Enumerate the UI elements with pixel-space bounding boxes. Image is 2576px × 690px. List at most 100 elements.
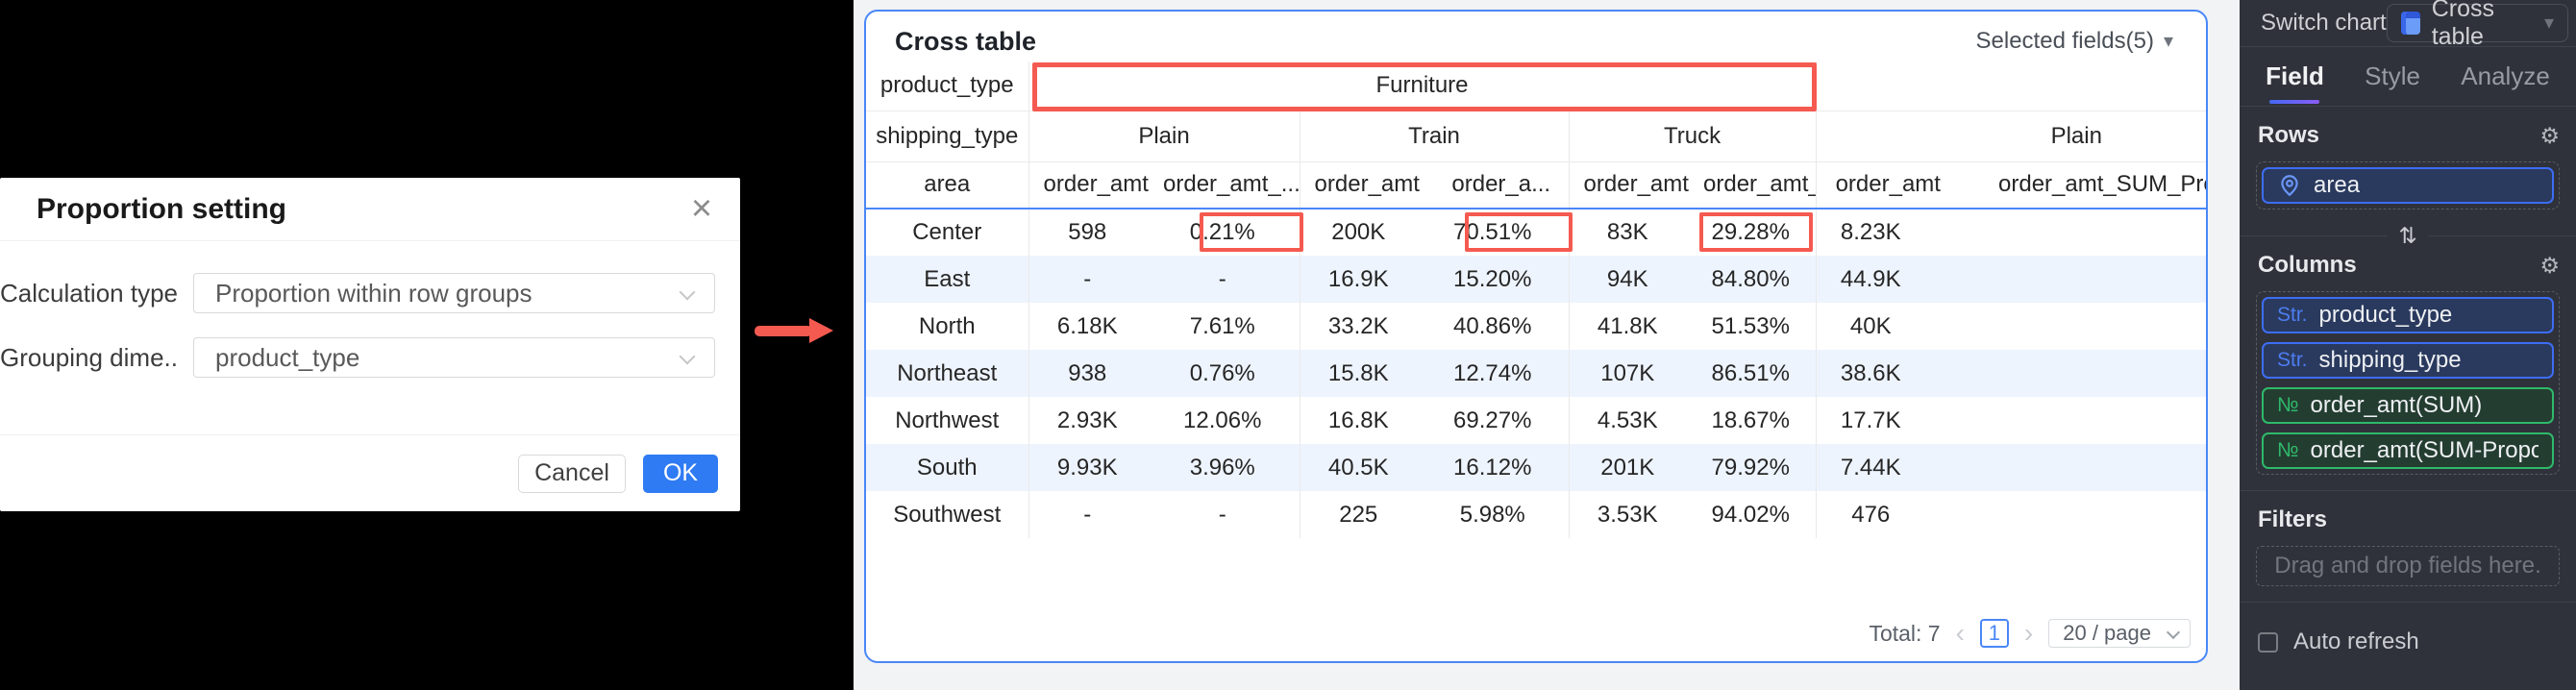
page-1-button[interactable]: 1 <box>1979 619 2009 648</box>
group-header-furniture: Furniture <box>1028 62 1817 111</box>
field-pill-order-amt-proportion[interactable]: № order_amt(SUM-Proportion wit... <box>2262 432 2554 469</box>
table-row: East - - 16.9K 15.20% 94K 84.80% 44.9K <box>866 256 2206 303</box>
filters-dropzone[interactable]: Drag and drop fields here. <box>2256 546 2560 586</box>
next-page-button[interactable]: › <box>2023 618 2034 648</box>
tab-style[interactable]: Style <box>2361 47 2424 106</box>
grouping-dimension-label: Grouping dime... <box>0 342 178 372</box>
measure-header-cell: order_amt_SUM_Proportion wit... <box>1960 161 2206 209</box>
close-icon[interactable]: × <box>690 187 713 229</box>
value-cell: 7.61% <box>1163 303 1300 350</box>
value-cell <box>1960 397 2206 444</box>
cross-table-icon <box>2400 12 2420 35</box>
caret-down-icon: ▾ <box>2163 31 2173 52</box>
divider <box>2240 106 2576 107</box>
value-cell: 41.8K <box>1597 312 1658 339</box>
measure-header-cell: order_amt <box>1816 161 1961 209</box>
value-cell: 3.96% <box>1163 444 1300 491</box>
tab-style-label: Style <box>2365 62 2420 90</box>
value-cell: 4.53K <box>1597 407 1658 433</box>
grouping-dimension-select[interactable]: product_type <box>193 337 715 378</box>
pagination: Total: 7 ‹ 1 › 20 / page <box>1869 619 2191 648</box>
shipping-type-header-row: shipping_type Plain Train Truck Plain <box>866 111 2206 162</box>
value-cell: 16.8K <box>1327 407 1389 433</box>
value-cell: 18.67% <box>1703 397 1817 444</box>
caret-down-icon: ▾ <box>2543 12 2554 34</box>
area-cell: Northeast <box>866 350 1029 397</box>
value-cell: 84.80% <box>1703 256 1817 303</box>
field-pill-label: shipping_type <box>2318 347 2462 373</box>
measure-header-cell: order_amt <box>1028 161 1163 209</box>
value-cell: 40.5K <box>1327 454 1389 481</box>
value-cell: - <box>1163 491 1300 538</box>
tab-analyze[interactable]: Analyze <box>2457 47 2554 106</box>
selected-fields-dropdown[interactable]: Selected fields(5) ▾ <box>1976 28 2173 55</box>
auto-refresh-checkbox[interactable] <box>2258 631 2278 653</box>
calculation-type-select[interactable]: Proportion within row groups <box>193 273 715 313</box>
cancel-button[interactable]: Cancel <box>518 454 626 493</box>
value-cell: 38.6K <box>1840 359 1901 386</box>
value-cell: 6.18K <box>1056 312 1118 339</box>
value-cell: 16.12% <box>1434 444 1570 491</box>
field-pill-label: area <box>2314 172 2361 198</box>
columns-section-title: Columns <box>2258 252 2357 278</box>
modal-body: Calculation type Proportion within row g… <box>0 241 740 378</box>
rows-settings-gear-icon[interactable]: ⚙ <box>2539 122 2560 148</box>
filters-section: Filters Drag and drop fields here. <box>2240 491 2576 586</box>
cross-table-card: Cross table Selected fields(5) ▾ produc <box>864 10 2208 663</box>
group-header-plain: Plain <box>1028 111 1300 162</box>
modal-footer: Cancel OK <box>0 434 740 511</box>
chart-type-select[interactable]: Cross table ▾ <box>2386 0 2568 50</box>
value-cell: - <box>1163 256 1300 303</box>
chevron-down-icon <box>679 348 696 365</box>
ok-button[interactable]: OK <box>643 454 718 493</box>
value-cell: 69.27% <box>1434 397 1570 444</box>
prev-page-button[interactable]: ‹ <box>1955 618 1965 648</box>
switch-chart-bar: Switch chart Cross table ▾ <box>2240 0 2576 50</box>
measure-header-cell: order_amt_... <box>1163 161 1300 209</box>
annotation-arrow-head <box>809 318 833 343</box>
value-cell: 86.51% <box>1703 350 1817 397</box>
calculation-type-row: Calculation type Proportion within row g… <box>0 273 715 313</box>
field-pill-product-type[interactable]: Str. product_type <box>2262 297 2554 333</box>
group-header-plain-2: Plain <box>1816 111 2206 162</box>
product-type-header-row: product_type Furniture <box>866 62 2206 111</box>
value-cell <box>1960 444 2206 491</box>
field-pill-shipping-type[interactable]: Str. shipping_type <box>2262 342 2554 379</box>
columns-dropzone[interactable]: Str. product_type Str. shipping_type № o… <box>2256 291 2560 475</box>
value-cell: 0.21% <box>1163 209 1300 256</box>
divider <box>2240 46 2576 47</box>
rows-section: Rows ⚙ area <box>2240 107 2576 209</box>
area-cell: Northwest <box>866 397 1029 444</box>
value-cell: 12.74% <box>1434 350 1570 397</box>
value-cell: 83K <box>1606 219 1648 245</box>
string-type-icon: Str. <box>2277 349 2308 371</box>
value-cell: 17.7K <box>1840 407 1901 433</box>
field-pill-label: order_amt(SUM) <box>2310 392 2483 418</box>
rows-section-title: Rows <box>2258 122 2320 148</box>
value-cell: 8.23K <box>1840 219 1901 245</box>
field-pill-label: order_amt(SUM-Proportion wit... <box>2310 437 2539 463</box>
tab-field-label: Field <box>2266 62 2324 90</box>
tab-field[interactable]: Field <box>2262 47 2328 106</box>
value-cell: 12.06% <box>1163 397 1300 444</box>
area-cell: Center <box>866 209 1029 256</box>
grouping-dimension-value: product_type <box>215 342 360 372</box>
sort-order-icon[interactable]: ⇅ <box>2387 222 2429 249</box>
value-cell: 5.98% <box>1434 491 1570 538</box>
columns-section: Columns ⚙ Str. product_type Str. shippin… <box>2240 236 2576 475</box>
active-tab-underline <box>2269 100 2320 104</box>
value-cell: 16.9K <box>1327 265 1389 292</box>
table-row: Southwest - - 225 5.98% 3.53K 94.02% 476 <box>866 491 2206 538</box>
divider <box>2240 490 2576 491</box>
columns-settings-gear-icon[interactable]: ⚙ <box>2539 252 2560 278</box>
measure-header-cell: order_amt <box>1569 161 1703 209</box>
field-pill-area[interactable]: area <box>2262 167 2554 204</box>
value-cell: 938 <box>1068 359 1107 386</box>
rows-dropzone[interactable]: area <box>2256 161 2560 209</box>
left-black-backdrop: Proportion setting × Calculation type Pr… <box>0 0 854 690</box>
location-pin-icon <box>2281 175 2298 197</box>
page-size-select[interactable]: 20 / page <box>2048 619 2191 648</box>
annotation-arrow <box>755 318 833 344</box>
value-cell: 15.20% <box>1434 256 1570 303</box>
field-pill-order-amt-sum[interactable]: № order_amt(SUM) <box>2262 387 2554 424</box>
